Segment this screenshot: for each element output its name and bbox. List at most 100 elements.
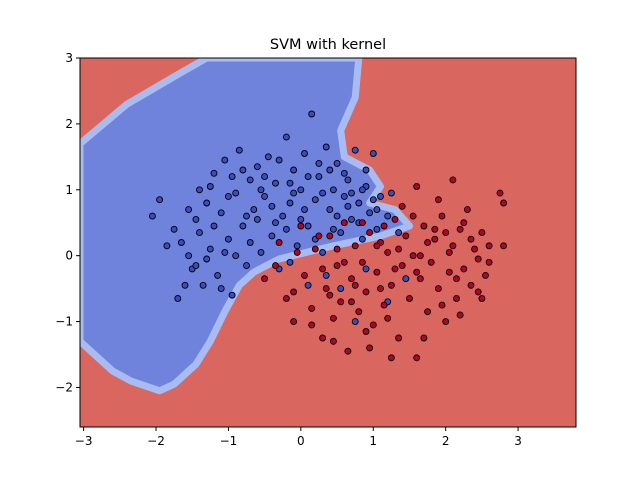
point-class-0 <box>286 199 294 207</box>
point-class-0 <box>301 150 308 157</box>
point-class-0 <box>221 156 229 164</box>
point-class-0 <box>373 206 381 214</box>
point-class-1 <box>453 275 460 283</box>
point-class-0 <box>362 166 370 174</box>
point-class-0 <box>322 143 330 151</box>
point-class-0 <box>203 199 211 207</box>
x-tick-label: −3 <box>75 434 93 448</box>
point-class-0 <box>196 186 203 194</box>
x-axis: −3 −2 −1 0 1 2 3 <box>75 427 522 448</box>
point-class-0 <box>326 206 334 214</box>
point-class-1 <box>402 232 410 240</box>
point-class-1 <box>326 232 334 240</box>
point-class-1 <box>275 239 283 246</box>
point-class-1 <box>380 301 388 309</box>
y-tick-label: 2 <box>65 117 73 131</box>
point-class-0 <box>304 173 312 181</box>
point-class-1 <box>380 222 388 230</box>
point-class-0 <box>185 252 193 260</box>
point-class-0 <box>329 225 337 233</box>
point-class-0 <box>228 173 236 181</box>
x-tick-label: 0 <box>297 434 305 448</box>
point-class-0 <box>214 271 222 279</box>
point-class-1 <box>398 262 406 270</box>
point-class-0 <box>290 189 298 197</box>
chart-title: SVM with kernel <box>270 37 386 53</box>
point-class-0 <box>290 166 298 174</box>
point-class-1 <box>351 242 359 250</box>
point-class-1 <box>413 268 421 276</box>
point-class-1 <box>301 271 308 279</box>
point-class-1 <box>333 245 341 253</box>
point-class-1 <box>420 222 428 230</box>
point-class-1 <box>395 334 403 342</box>
point-class-1 <box>467 235 475 243</box>
point-class-0 <box>203 255 211 263</box>
point-class-0 <box>308 110 316 118</box>
point-class-0 <box>384 212 392 220</box>
point-class-0 <box>235 146 243 154</box>
point-class-0 <box>351 318 359 326</box>
point-class-1 <box>500 242 508 250</box>
point-class-1 <box>434 285 442 293</box>
point-class-1 <box>409 212 417 220</box>
point-class-1 <box>474 255 482 263</box>
point-class-0 <box>282 225 290 233</box>
point-class-1 <box>311 245 319 253</box>
point-class-0 <box>206 245 214 253</box>
point-class-0 <box>358 186 366 194</box>
point-class-1 <box>463 206 471 214</box>
point-class-0 <box>148 212 156 220</box>
point-class-0 <box>373 225 381 233</box>
point-class-1 <box>326 291 334 299</box>
point-class-0 <box>377 192 384 200</box>
point-class-1 <box>290 288 298 296</box>
point-class-1 <box>384 314 392 322</box>
point-class-0 <box>362 265 370 273</box>
point-class-0 <box>232 252 240 260</box>
point-class-1 <box>391 215 399 223</box>
point-class-1 <box>424 239 432 246</box>
y-axis: −2 −1 0 1 2 3 <box>55 51 80 394</box>
point-class-0 <box>322 271 330 279</box>
point-class-1 <box>445 268 453 276</box>
point-class-1 <box>358 258 366 266</box>
point-class-0 <box>304 281 312 289</box>
point-class-0 <box>199 281 207 289</box>
point-class-0 <box>253 163 261 171</box>
point-class-1 <box>366 229 374 237</box>
point-class-1 <box>438 301 446 309</box>
point-class-1 <box>362 288 370 296</box>
point-class-0 <box>275 156 283 164</box>
point-class-1 <box>478 295 486 302</box>
point-class-1 <box>460 265 468 273</box>
point-class-1 <box>355 308 363 316</box>
point-class-1 <box>322 285 330 293</box>
point-class-1 <box>351 281 359 289</box>
point-class-1 <box>445 248 453 256</box>
point-class-0 <box>293 242 301 250</box>
point-class-1 <box>297 222 305 230</box>
point-class-0 <box>369 150 377 157</box>
point-class-1 <box>333 262 341 270</box>
point-class-0 <box>181 281 189 289</box>
point-class-0 <box>228 291 236 299</box>
x-tick-label: −1 <box>220 434 238 448</box>
point-class-1 <box>409 252 417 260</box>
scatter-points <box>148 110 508 362</box>
point-class-0 <box>268 232 276 240</box>
point-class-0 <box>315 159 323 167</box>
point-class-0 <box>348 215 355 223</box>
point-class-1 <box>456 225 464 233</box>
point-class-1 <box>424 308 432 316</box>
x-tick-label: 1 <box>369 434 377 448</box>
point-class-0 <box>192 215 200 223</box>
point-class-0 <box>243 212 250 220</box>
point-class-1 <box>391 265 399 273</box>
point-class-0 <box>170 225 178 233</box>
point-class-1 <box>434 196 442 204</box>
point-class-1 <box>319 265 327 273</box>
point-class-1 <box>315 232 323 240</box>
point-class-0 <box>395 229 403 237</box>
